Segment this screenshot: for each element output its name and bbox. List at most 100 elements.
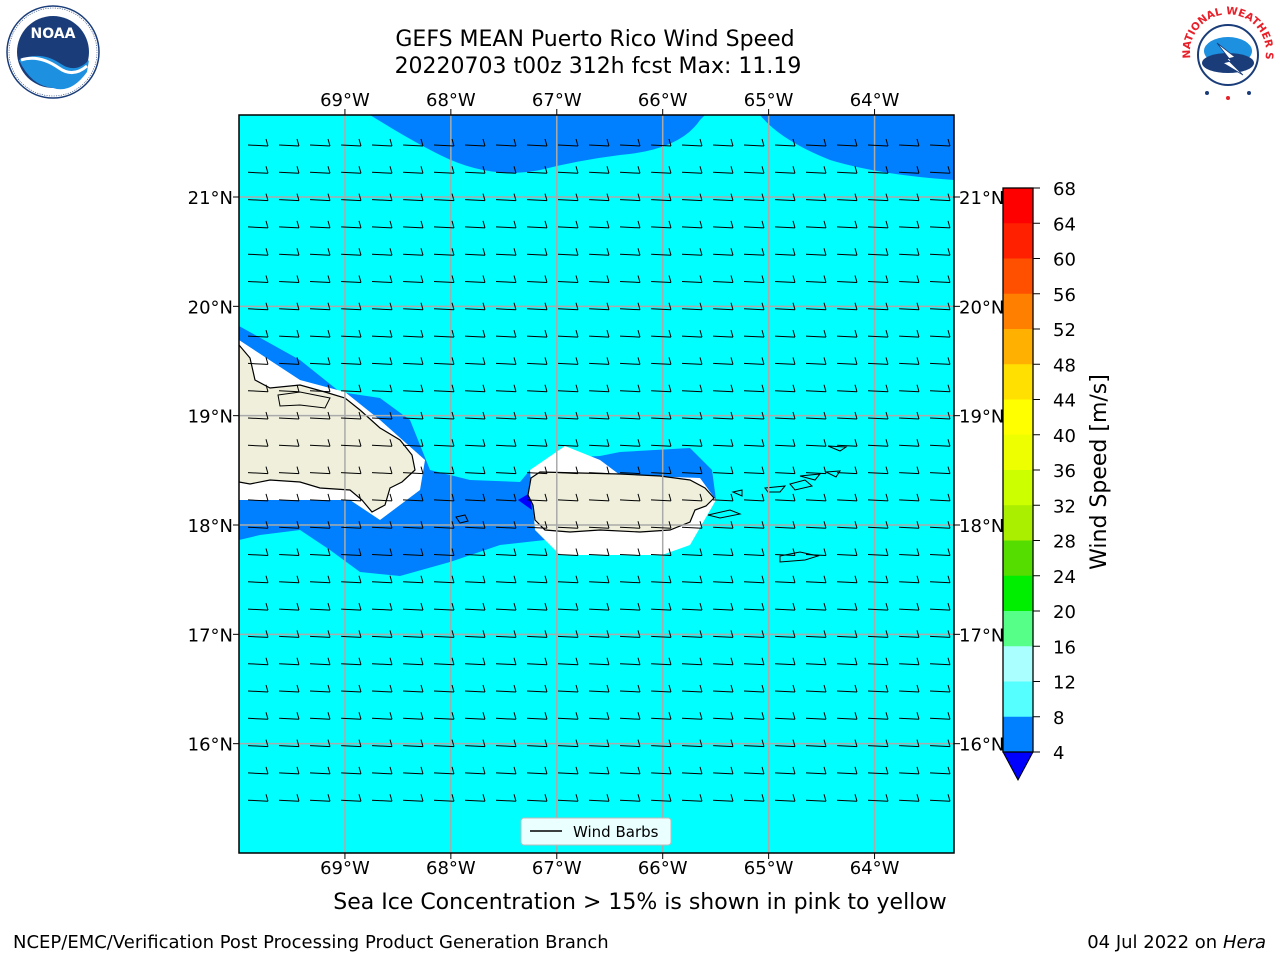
wind-barb	[402, 193, 424, 202]
wind-barb	[898, 521, 920, 529]
lat-tick-left-4: 17°N	[188, 625, 233, 646]
wind-barb	[309, 384, 331, 393]
wind-barb	[371, 193, 393, 202]
map-plot-area	[239, 115, 954, 853]
wind-barb	[898, 602, 920, 611]
wind-barb	[526, 575, 548, 584]
wind-barb	[743, 138, 765, 147]
culebra-island	[731, 489, 743, 497]
wind-barb	[898, 275, 920, 283]
wind-barb	[650, 794, 672, 802]
wind-barb	[340, 548, 362, 556]
wind-barb	[464, 138, 486, 147]
wind-barb	[681, 166, 703, 174]
colorbar-bin-12	[1003, 611, 1033, 647]
footer-date-text: 04 Jul 2022 on	[1087, 932, 1223, 953]
lon-tick-top-0: 69°W	[320, 90, 370, 111]
wind-barb	[278, 384, 300, 393]
colorbar-tick-15: 8	[1053, 708, 1064, 729]
wind-barb	[929, 739, 951, 748]
wind-barb	[309, 329, 331, 338]
wind-barb	[402, 384, 424, 393]
wind-barb	[247, 521, 269, 529]
wind-barb	[805, 548, 827, 556]
wind-barb	[433, 739, 455, 748]
wind-barb	[340, 712, 362, 720]
colorbar-bin-13	[1003, 646, 1033, 682]
wind-barb	[402, 439, 424, 447]
wind-barb	[340, 657, 362, 666]
wind-barb	[712, 248, 734, 256]
wind-barb	[805, 357, 827, 365]
wind-barb	[340, 602, 362, 611]
wind-barb	[836, 466, 858, 475]
lat-tick-left-2: 19°N	[188, 407, 233, 428]
wind-barb	[433, 138, 455, 147]
wind-barb	[805, 220, 827, 229]
colorbar-under-triangle	[1002, 751, 1034, 782]
wind-barb	[371, 739, 393, 748]
wind-barb	[929, 493, 951, 502]
colorbar-tick-9: 32	[1053, 496, 1076, 517]
wind-barb	[340, 439, 362, 447]
wind-barb	[836, 411, 858, 420]
wind-barb	[247, 138, 269, 147]
wind-barb	[588, 602, 610, 611]
lon-tick-bottom-3: 66°W	[638, 858, 688, 879]
wind-barb	[805, 138, 827, 147]
wind-barb	[867, 630, 889, 638]
wind-barb	[929, 138, 951, 147]
wind-barb	[929, 630, 951, 638]
wind-barb	[464, 794, 486, 802]
wind-barb	[309, 712, 331, 720]
wind-barb	[371, 357, 393, 365]
wind-barb	[340, 766, 362, 775]
footer-credit: NCEP/EMC/Verification Post Processing Pr…	[13, 932, 609, 953]
wind-barb	[619, 493, 641, 502]
wind-barb	[588, 575, 610, 584]
wind-barb	[309, 684, 331, 693]
wind-barb	[557, 275, 579, 283]
wind-barb	[929, 575, 951, 584]
colorbar-tick-5: 48	[1053, 355, 1076, 376]
wind-barb	[929, 466, 951, 475]
wind-barb	[898, 439, 920, 447]
wind-barb	[371, 220, 393, 229]
wind-barb	[433, 794, 455, 802]
colorbar-bin-3	[1003, 293, 1033, 330]
wind-barb	[650, 329, 672, 338]
wind-barb	[495, 521, 517, 529]
wind-barb	[650, 766, 672, 775]
wind-barb	[278, 548, 300, 556]
wind-barb	[681, 684, 703, 693]
lat-tick-left-3: 18°N	[188, 516, 233, 537]
wind-barb	[526, 193, 548, 202]
wind-barb	[774, 521, 796, 529]
wind-barb	[588, 439, 610, 447]
wind-barb	[712, 575, 734, 584]
wind-barb	[526, 739, 548, 748]
wind-barb	[340, 275, 362, 283]
wind-barb	[247, 439, 269, 447]
wind-barb	[743, 275, 765, 283]
wind-barb	[247, 329, 269, 338]
colorbar-tick-0: 68	[1053, 179, 1076, 200]
wind-barb	[464, 602, 486, 611]
wind-barb	[619, 602, 641, 611]
wind-barb	[247, 411, 269, 420]
colorbar-bin-4	[1003, 329, 1033, 365]
wind-barb	[619, 166, 641, 174]
wind-barb	[898, 739, 920, 748]
wind-barb	[867, 193, 889, 202]
wind-barb	[278, 602, 300, 611]
wind-barb	[433, 712, 455, 720]
wind-barb	[619, 739, 641, 748]
wind-barb	[433, 602, 455, 611]
wind-barb	[805, 329, 827, 338]
wind-barb	[402, 166, 424, 174]
wind-barb	[309, 575, 331, 584]
wind-barb	[805, 439, 827, 447]
wind-barb	[588, 521, 610, 529]
wind-barb	[309, 302, 331, 311]
wind-barb	[650, 712, 672, 720]
